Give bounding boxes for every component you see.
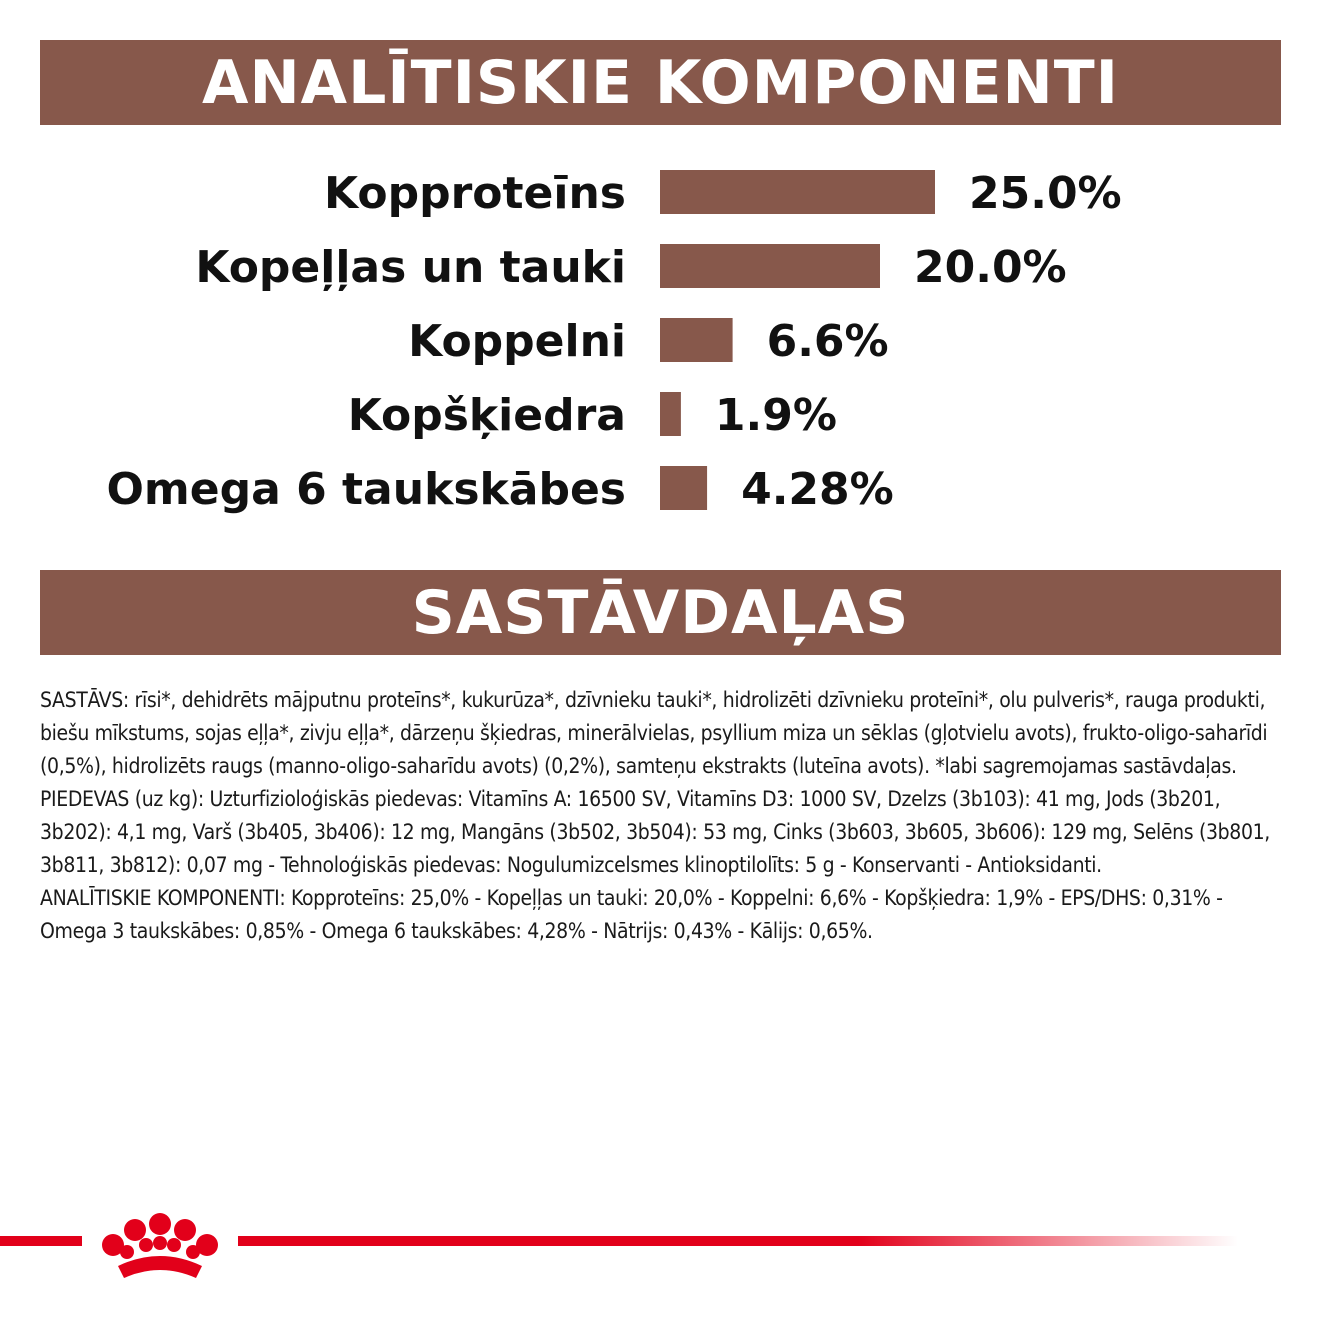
value-label: 25.0% xyxy=(969,168,1122,219)
ingredients-header: SASTĀVDAĻAS xyxy=(40,570,1281,655)
bar xyxy=(660,466,708,510)
category-label: Kopeļļas un tauki xyxy=(195,242,626,293)
footer-brand-strip xyxy=(0,1213,1238,1278)
bar xyxy=(660,244,880,288)
category-label: Omega 6 taukskābes xyxy=(106,464,626,515)
category-label: Koppelni xyxy=(408,316,626,367)
value-label: 4.28% xyxy=(741,464,894,515)
value-label: 1.9% xyxy=(715,390,837,441)
bar xyxy=(660,318,733,362)
analytical-paragraph: ANALĪTISKIE KOMPONENTI: Kopproteīns: 25,… xyxy=(40,886,1223,943)
ingredients-text: SASTĀVS: rīsi*, dehidrēts mājputnu prote… xyxy=(40,684,1285,948)
composition-paragraph: SASTĀVS: rīsi*, dehidrēts mājputnu prote… xyxy=(40,688,1268,778)
analytical-components-chart: Kopproteīns 25.0% Kopeļļas un tauki 20.0% Ko… xyxy=(106,168,1122,515)
category-label: Kopproteīns xyxy=(324,168,626,219)
value-label: 20.0% xyxy=(914,242,1067,293)
value-label: 6.6% xyxy=(767,316,889,367)
additives-paragraph: PIEDEVAS (uz kg): Uzturfizioloģiskās pie… xyxy=(40,787,1270,877)
bar xyxy=(660,392,681,436)
category-label: Kopšķiedra xyxy=(348,390,626,441)
crown-icon xyxy=(102,1213,218,1278)
bar xyxy=(660,170,935,214)
analytical-components-header: ANALĪTISKIE KOMPONENTI xyxy=(40,40,1281,125)
